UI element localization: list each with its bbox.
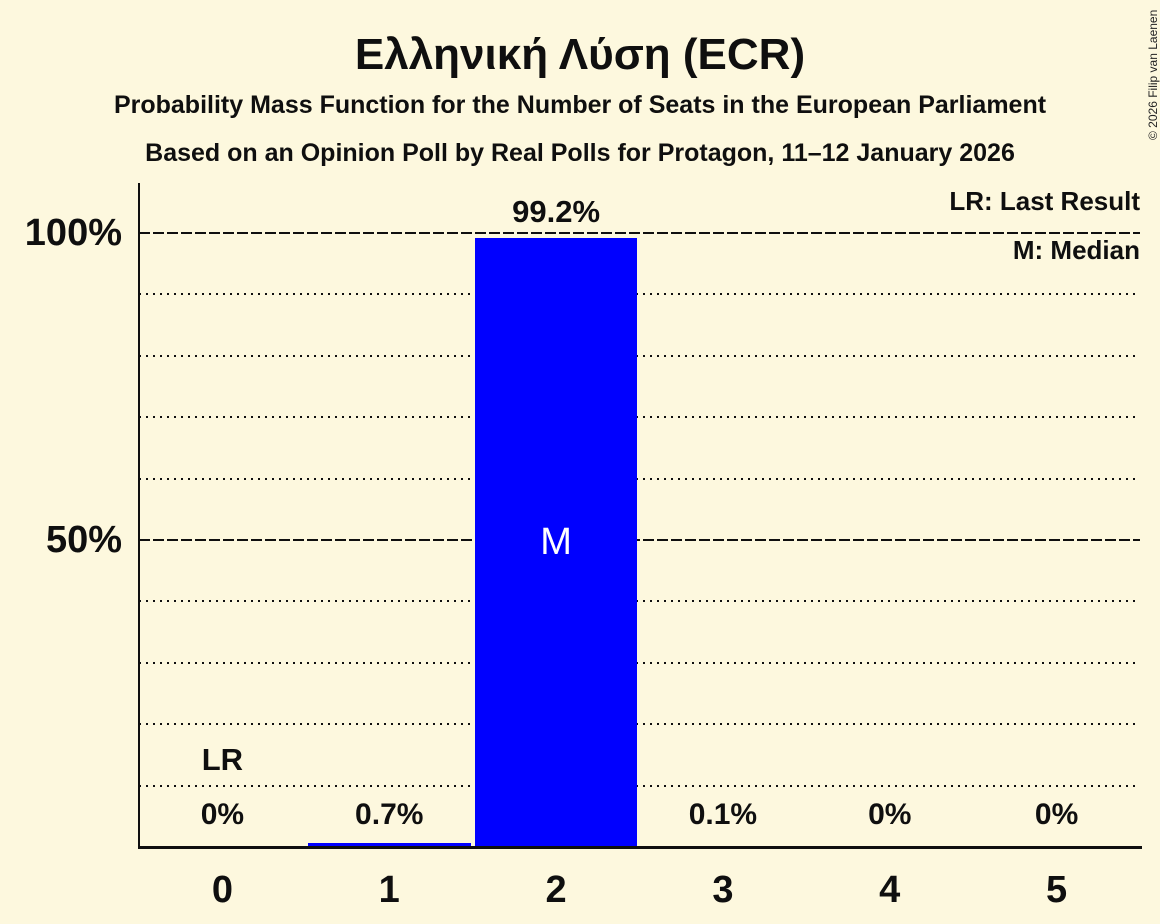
- copyright-notice: © 2026 Filip van Laenen: [1146, 9, 1160, 140]
- bar-value-label-2: 99.2%: [512, 193, 601, 229]
- chart-title: Ελληνική Λύση (ECR): [354, 30, 806, 79]
- bar-value-label-1: 0.7%: [355, 798, 424, 831]
- gridline-dotted-10: [139, 784, 1140, 787]
- x-tick-label-1: 1: [378, 869, 400, 911]
- gridline-dotted-30: [139, 661, 1140, 664]
- x-axis-line: [138, 846, 1142, 849]
- legend-last-result: LR: Last Result: [949, 186, 1140, 216]
- chart-subtitle: Probability Mass Function for the Number…: [113, 91, 1047, 119]
- x-tick-label-3: 3: [712, 869, 734, 911]
- gridline-solid-50: [139, 539, 1140, 541]
- gridline-dotted-20: [139, 723, 1140, 726]
- bar-value-label-5: 0%: [1034, 798, 1079, 831]
- chart-source-line: Based on an Opinion Poll by Real Polls f…: [145, 139, 1015, 167]
- y-tick-label-50: 50%: [45, 519, 122, 561]
- bar-seat-2: [474, 237, 638, 847]
- last-result-marker: LR: [201, 742, 244, 777]
- gridline-dotted-60: [139, 477, 1140, 480]
- bar-value-label-0: 0%: [200, 798, 245, 831]
- x-tick-label-5: 5: [1046, 869, 1068, 911]
- gridline-dotted-70: [139, 416, 1140, 419]
- bar-value-label-4: 0%: [868, 798, 912, 831]
- legend-median: M: Median: [1012, 235, 1140, 265]
- x-tick-label-4: 4: [879, 869, 901, 911]
- median-marker: M: [540, 521, 572, 564]
- gridline-dotted-80: [139, 354, 1140, 357]
- y-tick-label-100: 100%: [24, 212, 122, 254]
- x-tick-label-2: 2: [545, 869, 567, 911]
- bar-seat-1: [307, 842, 471, 847]
- gridline-dotted-40: [139, 600, 1140, 603]
- y-axis-line: [138, 183, 140, 849]
- x-tick-label-0: 0: [211, 869, 233, 911]
- bar-value-label-3: 0.1%: [688, 798, 758, 831]
- gridline-solid-100: [139, 232, 1140, 234]
- gridline-dotted-90: [139, 293, 1140, 296]
